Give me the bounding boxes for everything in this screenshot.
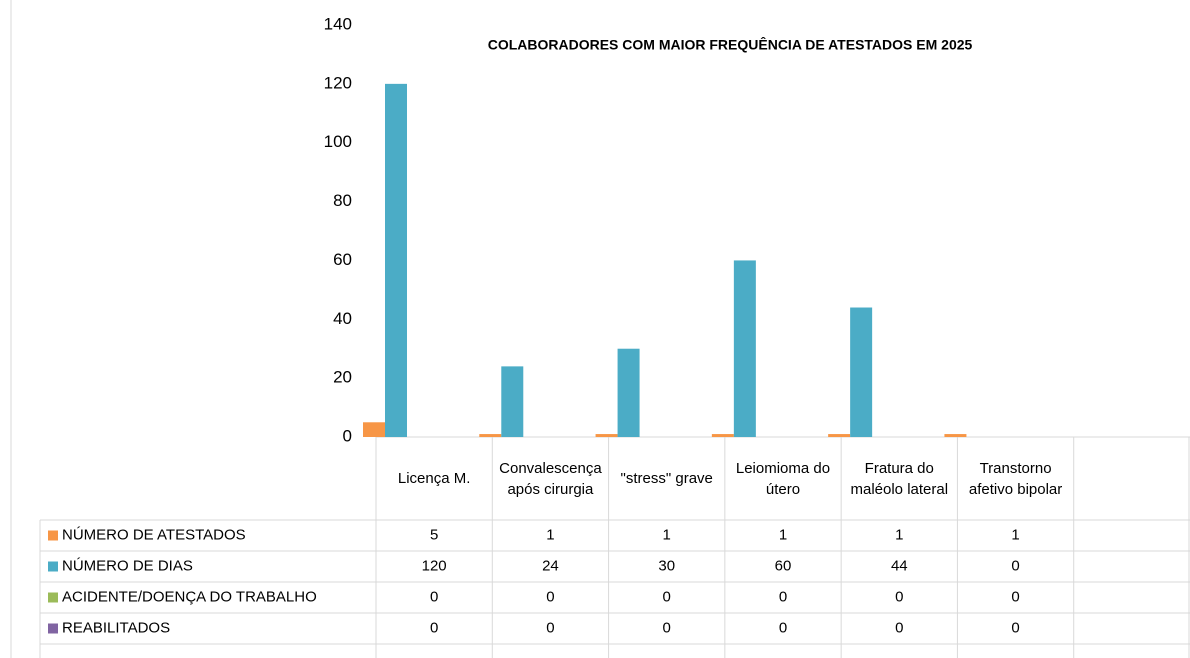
y-tick-label: 20	[333, 368, 352, 387]
legend-label: ACIDENTE/DOENÇA DO TRABALHO	[62, 588, 317, 605]
bar	[501, 366, 524, 437]
table-value: 0	[430, 619, 438, 636]
table-value: 0	[546, 619, 554, 636]
table-value: 0	[779, 619, 787, 636]
table-value: 1	[546, 526, 554, 543]
table-value: 0	[1011, 619, 1019, 636]
table-value: 0	[1011, 557, 1019, 574]
bar	[828, 434, 851, 437]
x-tick-label: "stress" grave	[620, 470, 713, 487]
x-tick-label: Transtorno afetivo bipolar	[968, 459, 1063, 498]
x-tick-label: Leiomioma do útero	[735, 459, 831, 498]
y-tick-label: 40	[333, 309, 352, 328]
table-value: 0	[895, 619, 903, 636]
table-value: 24	[542, 557, 559, 574]
y-tick-label: 60	[333, 250, 352, 269]
bar	[363, 422, 385, 437]
bar	[385, 83, 407, 437]
table-value: 30	[658, 557, 675, 574]
legend-swatch	[48, 592, 58, 603]
table-value: 0	[663, 588, 671, 605]
bar	[479, 434, 502, 437]
table-value: 120	[422, 557, 447, 574]
y-tick-label: 0	[343, 426, 352, 445]
y-tick-label: 80	[333, 191, 352, 210]
table-value: 0	[663, 619, 671, 636]
table-value: 1	[779, 526, 787, 543]
legend-swatch	[48, 561, 58, 572]
table-value: 0	[895, 588, 903, 605]
bar	[733, 260, 756, 437]
legend-swatch	[48, 623, 58, 634]
bar	[944, 434, 967, 437]
y-tick-label: 100	[324, 132, 352, 151]
legend-label: NÚMERO DE ATESTADOS	[62, 526, 246, 543]
bar	[711, 434, 734, 437]
table-value: 0	[1011, 588, 1019, 605]
table-value: 5	[430, 526, 438, 543]
table-value: 0	[430, 588, 438, 605]
x-tick-label: Fratura do maléolo lateral	[850, 459, 949, 498]
table-value: 0	[779, 588, 787, 605]
y-tick-label: 120	[324, 73, 352, 92]
legend-label: NÚMERO DE DIAS	[62, 557, 193, 574]
table-value: 44	[891, 557, 908, 574]
table-value: 0	[546, 588, 554, 605]
bar	[595, 434, 618, 437]
chart-title: COLABORADORES COM MAIOR FREQUÊNCIA DE AT…	[488, 36, 973, 53]
x-tick-label: Licença M.	[397, 470, 471, 487]
bar	[617, 348, 640, 437]
table-value: 1	[895, 526, 903, 543]
table-value: 60	[775, 557, 792, 574]
legend-label: REABILITADOS	[62, 619, 170, 636]
table-value: 1	[663, 526, 671, 543]
legend-swatch	[48, 530, 58, 541]
y-tick-label: 140	[324, 14, 352, 33]
x-tick-label: Convalescença após cirurgia	[499, 459, 602, 498]
table-value: 1	[1011, 526, 1019, 543]
bar	[850, 307, 873, 437]
